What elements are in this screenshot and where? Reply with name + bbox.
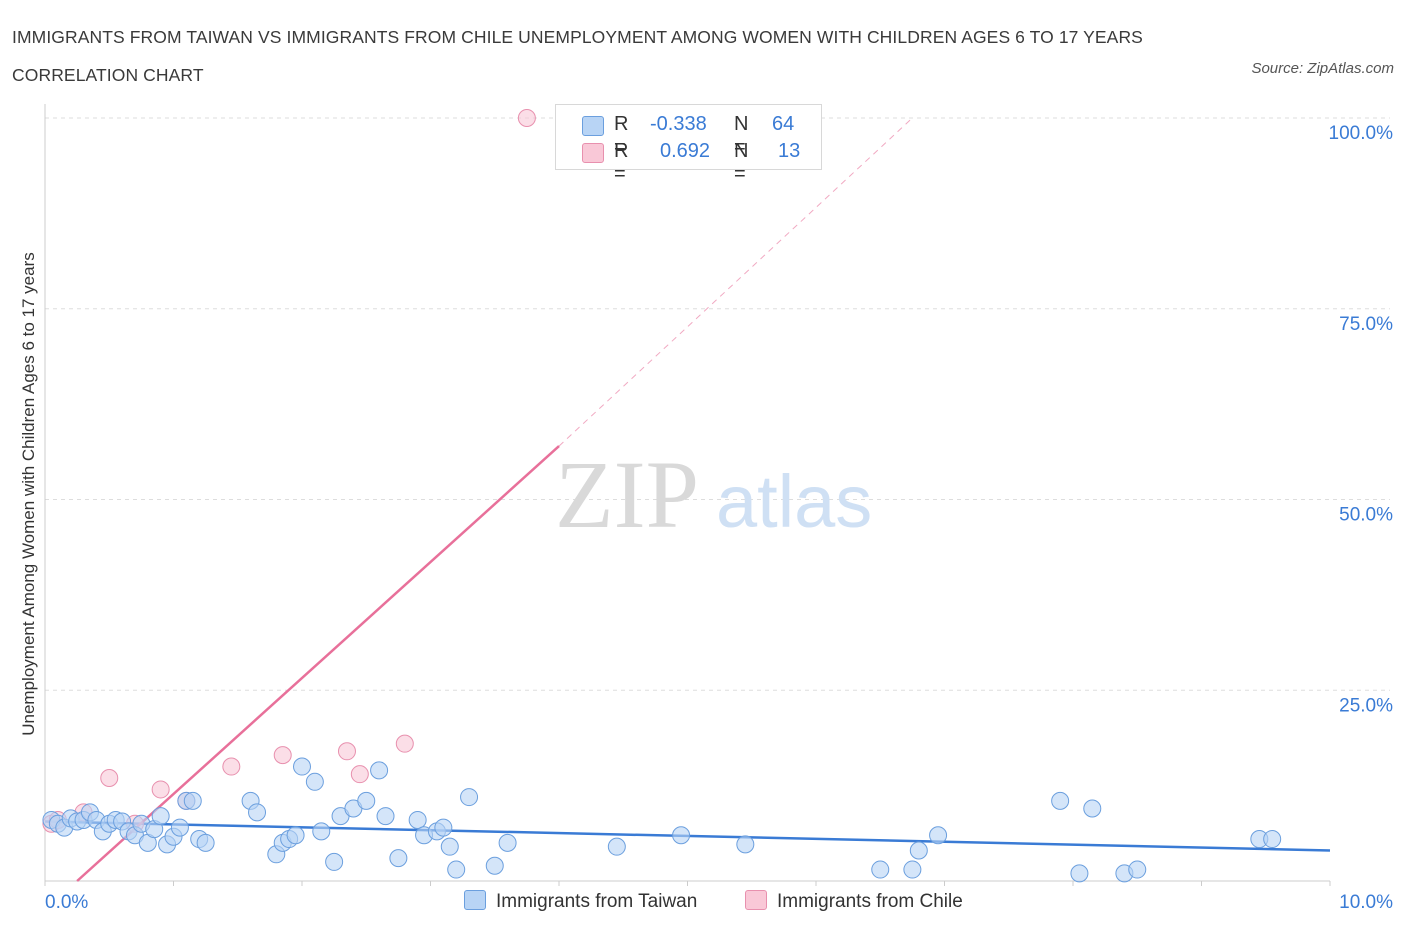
chile-trend-extension — [558, 117, 913, 447]
chile-point — [517, 109, 536, 127]
x-tick-label: 0.0% — [45, 892, 88, 913]
bottom-legend-label-chile: Immigrants from Chile — [777, 891, 963, 912]
taiwan-point — [485, 856, 504, 875]
watermark-atlas: atlas — [716, 460, 872, 543]
bottom-legend-swatch-chile — [745, 890, 767, 910]
chile-trend-line — [76, 445, 560, 882]
legend-n-value: 64 — [772, 113, 795, 135]
legend-r-value: 0.692 — [660, 140, 711, 162]
taiwan-point — [447, 860, 466, 879]
legend-r-value: -0.338 — [650, 113, 707, 135]
legend-swatch-taiwan — [582, 116, 604, 136]
source-label: Source: ZipAtlas.com — [1251, 60, 1394, 77]
taiwan-point — [376, 807, 395, 826]
taiwan-point — [1083, 799, 1102, 818]
taiwan-point — [498, 833, 517, 852]
chile-point — [100, 768, 119, 787]
taiwan-point — [408, 810, 427, 829]
correlation-legend: R = -0.338 N = 64 R = 0.692 N = 13 — [555, 104, 822, 185]
labels-layer: 25.0% 50.0% 75.0% 100.0% 0.0% 10.0% — [45, 123, 1393, 913]
y-tick-label: 25.0% — [1339, 695, 1393, 716]
bottom-legend-taiwan: Immigrants from Taiwan — [464, 890, 697, 913]
chile-point — [222, 757, 241, 776]
y-tick-label: 75.0% — [1339, 314, 1393, 335]
chile-point — [350, 765, 369, 784]
bottom-legend-chile: Immigrants from Chile — [745, 890, 963, 913]
legend-n-label: N = — [734, 113, 749, 158]
grid-layer — [45, 117, 1390, 691]
taiwan-point — [434, 818, 453, 837]
y-tick-label: 100.0% — [1329, 123, 1394, 144]
taiwan-point — [151, 807, 170, 826]
bottom-legend-label-taiwan: Immigrants from Taiwan — [496, 891, 698, 912]
taiwan-point — [389, 849, 408, 868]
y-tick-label: 50.0% — [1339, 505, 1393, 526]
x-tick-label: 10.0% — [1339, 892, 1393, 913]
chile-point — [337, 742, 356, 761]
taiwan-point — [370, 761, 389, 780]
taiwan-point — [929, 826, 948, 845]
taiwan-point — [607, 837, 626, 856]
taiwan-point — [1263, 830, 1282, 849]
taiwan-point — [440, 837, 459, 856]
taiwan-point — [1051, 791, 1070, 810]
taiwan-point — [1070, 864, 1089, 883]
taiwan-point — [736, 835, 755, 854]
taiwan-point — [357, 791, 376, 810]
taiwan-point — [460, 788, 479, 807]
taiwan-point — [170, 818, 189, 837]
chile-point — [151, 780, 170, 799]
taiwan-point — [909, 841, 928, 860]
taiwan-point — [293, 757, 311, 776]
taiwan-point — [1128, 860, 1147, 879]
taiwan-point — [286, 826, 305, 845]
taiwan-point — [305, 772, 324, 791]
taiwan-point — [325, 852, 344, 871]
chile-point — [395, 734, 414, 753]
taiwan-point — [871, 860, 890, 879]
taiwan-point — [672, 826, 691, 845]
taiwan-point — [183, 791, 202, 810]
watermark: ZIP atlas — [555, 441, 872, 548]
taiwan-point — [196, 833, 215, 852]
taiwan-point — [312, 822, 331, 841]
points-layer — [42, 109, 1282, 883]
legend-n-label: N = — [734, 140, 749, 185]
taiwan-point — [248, 803, 267, 822]
bottom-legend-swatch-taiwan — [464, 890, 486, 910]
legend-r-label: R = — [614, 140, 629, 185]
taiwan-point — [903, 860, 922, 879]
legend-r-label: R = — [614, 113, 629, 158]
y-axis-label: Unemployment Among Women with Children A… — [19, 252, 38, 736]
chart-title: IMMIGRANTS FROM TAIWAN VS IMMIGRANTS FRO… — [12, 27, 1143, 85]
axes-layer — [44, 104, 1331, 886]
watermark-zip: ZIP — [555, 441, 699, 548]
chile-point — [273, 746, 292, 765]
legend-swatch-chile — [582, 143, 604, 163]
legend-n-value: 13 — [778, 140, 801, 162]
